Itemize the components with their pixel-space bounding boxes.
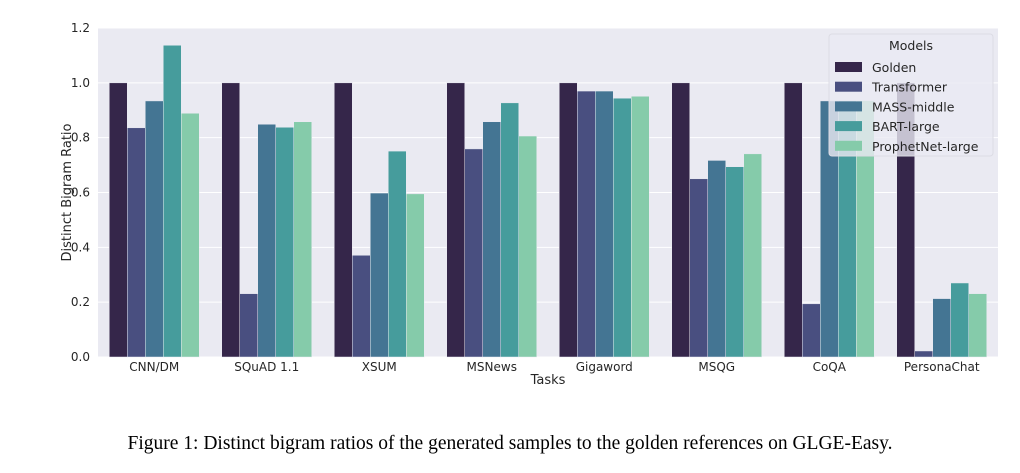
y-tick-label: 0.0 xyxy=(71,350,90,364)
x-tick-labels: CNN/DM SQuAD 1.1 XSUM MSNews Gigaword MSQG CoQ… xyxy=(129,360,980,374)
legend: Models Golden Transformer MASS-middle BART-… xyxy=(828,33,994,157)
legend-title: Models xyxy=(889,38,933,53)
legend-box xyxy=(828,33,994,157)
x-tick-label: CoQA xyxy=(813,360,847,374)
legend-label: BART-large xyxy=(872,119,940,134)
bar-mass-middle-cnn-dm xyxy=(145,100,164,358)
y-tick-label: 0.2 xyxy=(71,295,90,309)
bar-prophetnet-large-cnn-dm xyxy=(181,113,200,358)
bar-transformer-xsum xyxy=(352,255,371,358)
legend-swatch xyxy=(835,140,862,151)
y-tick-label: 0.8 xyxy=(71,131,90,145)
y-tick-label: 0.6 xyxy=(71,186,90,200)
legend-swatch xyxy=(835,62,862,72)
bar-bart-large-msnews xyxy=(500,102,519,358)
x-axis-label: Tasks xyxy=(530,373,566,388)
bar-transformer-msnews xyxy=(464,148,483,358)
bar-transformer-cnn-dm xyxy=(127,127,146,358)
figure-caption: Figure 1: Distinct bigram ratios of the … xyxy=(127,433,893,454)
legend-label: MASS-middle xyxy=(872,99,955,114)
legend-label: Golden xyxy=(872,60,916,75)
bar-bart-large-gigaword xyxy=(613,97,632,358)
x-tick-label: MSNews xyxy=(467,360,517,374)
bar-bart-large-msqg xyxy=(725,166,744,358)
bar-golden-squad-1-1 xyxy=(221,82,240,358)
y-tick-label: 0.4 xyxy=(71,240,90,254)
y-tick-label: 1.0 xyxy=(71,76,90,90)
bar-mass-middle-personachat xyxy=(932,298,951,358)
bars xyxy=(109,45,987,358)
x-tick-label: CNN/DM xyxy=(129,360,179,374)
legend-swatch xyxy=(835,101,862,112)
x-tick-label: MSQG xyxy=(698,360,735,374)
legend-swatch xyxy=(835,81,862,92)
y-tick-label: 1.2 xyxy=(71,21,90,35)
bar-prophetnet-large-msnews xyxy=(518,135,537,358)
bar-mass-middle-gigaword xyxy=(595,90,614,358)
bar-transformer-msqg xyxy=(689,178,708,358)
x-tick-label: Gigaword xyxy=(576,360,633,374)
bar-golden-msnews xyxy=(446,82,465,358)
x-tick-label: SQuAD 1.1 xyxy=(234,360,299,374)
bar-transformer-gigaword xyxy=(577,90,596,358)
bar-prophetnet-large-gigaword xyxy=(631,96,650,358)
bar-transformer-coqa xyxy=(802,303,821,358)
bar-golden-xsum xyxy=(334,82,353,358)
bar-transformer-personachat xyxy=(914,350,933,358)
x-tick-label: XSUM xyxy=(362,360,397,374)
bar-prophetnet-large-xsum xyxy=(406,193,425,358)
bar-bart-large-squad-1-1 xyxy=(275,126,294,358)
bar-bart-large-cnn-dm xyxy=(163,45,182,358)
bar-chart: 0.0 0.2 0.4 0.6 0.8 1.0 1.2 CNN/DM SQuAD 1.1 XSU… xyxy=(60,21,998,388)
bar-bart-large-xsum xyxy=(388,150,407,358)
y-tick-labels: 0.0 0.2 0.4 0.6 0.8 1.0 1.2 xyxy=(71,21,90,364)
bar-golden-cnn-dm xyxy=(109,82,128,358)
bar-golden-msqg xyxy=(671,82,690,358)
bar-golden-gigaword xyxy=(559,82,578,358)
x-tick-label: PersonaChat xyxy=(904,360,980,374)
bar-golden-coqa xyxy=(784,82,803,358)
bar-bart-large-personachat xyxy=(950,282,969,358)
legend-swatch xyxy=(835,121,862,132)
bar-prophetnet-large-msqg xyxy=(743,153,762,358)
bar-prophetnet-large-personachat xyxy=(968,293,987,358)
legend-label: ProphetNet-large xyxy=(872,139,979,154)
bar-mass-middle-squad-1-1 xyxy=(257,123,276,358)
bar-transformer-squad-1-1 xyxy=(239,293,258,358)
y-axis-label: Distinct Bigram Ratio xyxy=(60,123,75,261)
bar-mass-middle-msnews xyxy=(482,121,501,358)
legend-label: Transformer xyxy=(871,80,948,95)
bar-mass-middle-xsum xyxy=(370,192,389,358)
bar-prophetnet-large-squad-1-1 xyxy=(293,121,312,358)
bar-mass-middle-msqg xyxy=(707,160,726,358)
